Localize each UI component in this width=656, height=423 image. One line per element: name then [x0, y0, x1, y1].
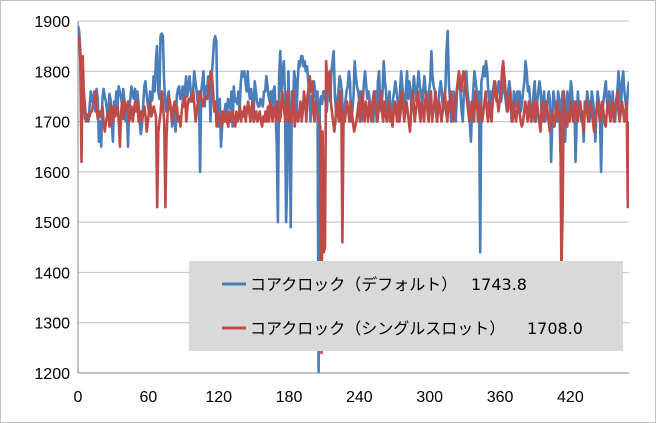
legend: コアクロック（デフォルト） 1743.8 コアクロック（シングルスロット） 1708.… [189, 261, 623, 351]
y-tick-label: 1300 [34, 316, 70, 333]
legend-value-1: 1743.8 [471, 275, 527, 294]
y-tick-label: 1800 [34, 64, 70, 81]
y-tick-label: 1700 [34, 115, 70, 132]
y-tick-label: 1400 [34, 265, 70, 282]
y-tick-label: 1900 [34, 14, 70, 31]
x-tick-label: 300 [416, 389, 443, 406]
series-line-2 [78, 34, 629, 355]
x-tick-label: 240 [346, 389, 373, 406]
x-tick-label: 360 [487, 389, 514, 406]
y-tick-label: 1500 [34, 215, 70, 232]
axes: 1200 1300 1400 1500 1600 1700 1800 1900 0 60 120 18… [34, 14, 629, 406]
x-tick-label: 60 [139, 389, 157, 406]
series-lines [78, 25, 629, 373]
x-tick-label: 120 [205, 389, 232, 406]
y-tick-label: 1200 [34, 366, 70, 383]
legend-label-2: コアクロック（シングルスロット） [250, 319, 505, 338]
x-tick-label: 180 [276, 389, 303, 406]
x-tick-label: 0 [74, 389, 83, 406]
legend-label-1: コアクロック（デフォルト） [250, 275, 457, 294]
legend-box [189, 261, 623, 351]
legend-value-2: 1708.0 [527, 319, 583, 338]
x-tick-label: 420 [557, 389, 584, 406]
y-tick-label: 1600 [34, 165, 70, 182]
